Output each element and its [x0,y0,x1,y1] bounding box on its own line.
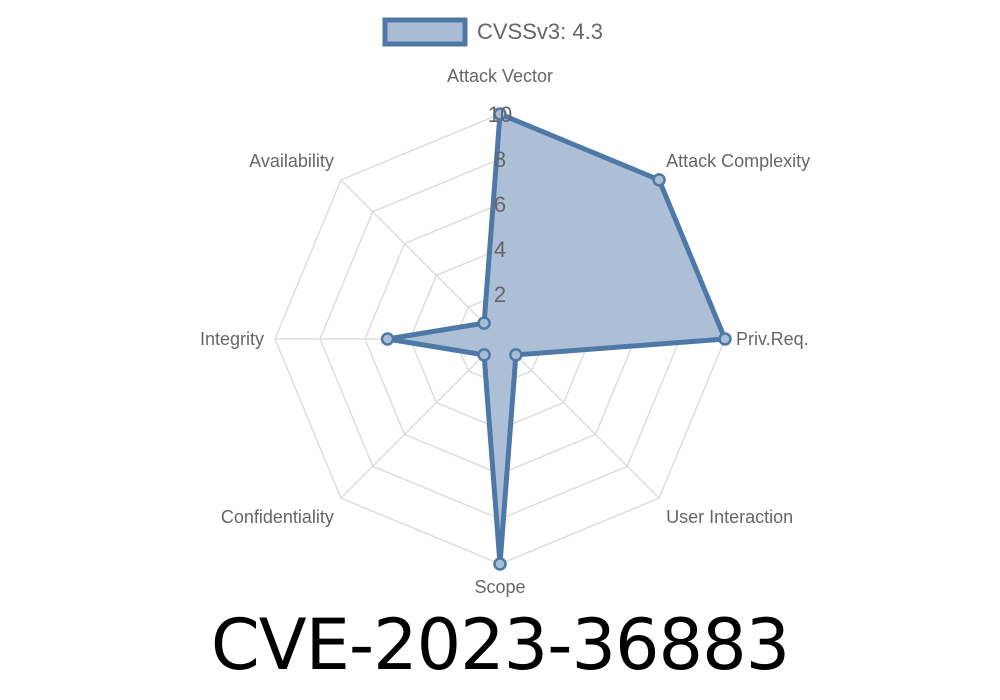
axis-label: Attack Vector [447,66,553,86]
legend-label: CVSSv3: 4.3 [477,19,603,44]
grid-spoke [340,338,501,499]
tick-label: 2 [494,282,506,307]
data-point [509,348,523,362]
grid-spoke [499,338,660,499]
axis-label: Priv.Req. [736,329,809,349]
axis-label: Confidentiality [221,507,334,527]
data-point [493,557,507,571]
data-point [477,316,491,330]
data-point [652,173,666,187]
tick-label: 4 [494,237,506,262]
page-title: CVE-2023-36883 [210,604,790,686]
data-point [380,332,395,346]
data-point [477,348,491,362]
tick-label: 6 [494,192,506,217]
axis-label: User Interaction [666,507,793,527]
axis-label: Attack Complexity [666,151,810,171]
axis-label: Scope [474,577,525,597]
axis-label: Integrity [200,329,264,349]
tick-label: 10 [488,102,512,127]
axis-label: Availability [249,151,334,171]
data-point [718,332,732,346]
tick-label: 8 [494,147,506,172]
legend-swatch [382,17,468,47]
grid-spoke [340,179,501,340]
data-point [493,107,507,121]
